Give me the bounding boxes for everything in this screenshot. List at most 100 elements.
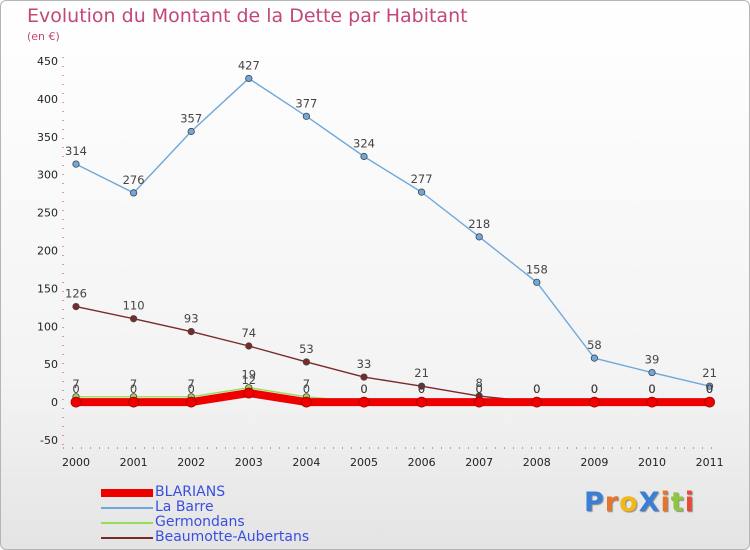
series-line xyxy=(75,77,710,387)
data-label: 0 xyxy=(591,382,598,396)
data-label: 0 xyxy=(303,382,310,396)
y-tick-label: 200 xyxy=(37,245,58,258)
data-point xyxy=(72,160,80,168)
data-label: 21 xyxy=(702,366,717,380)
data-point xyxy=(302,358,310,366)
data-point xyxy=(533,278,541,286)
data-point xyxy=(473,396,485,408)
x-tick-label: 2006 xyxy=(408,456,436,469)
y-tick-label: 50 xyxy=(44,358,58,371)
data-label: 0 xyxy=(72,382,79,396)
data-label: 126 xyxy=(65,287,87,301)
y-tick-label: 450 xyxy=(37,55,58,68)
data-label: 276 xyxy=(123,173,145,187)
legend-swatch xyxy=(101,507,153,509)
data-label: 0 xyxy=(360,382,367,396)
data-label: 0 xyxy=(648,382,655,396)
data-label: 0 xyxy=(591,382,598,396)
data-label: 53 xyxy=(299,342,314,356)
data-point xyxy=(475,233,483,241)
data-label: 0 xyxy=(418,382,425,396)
x-tick-label: 2011 xyxy=(696,456,724,469)
data-point xyxy=(187,127,195,136)
data-label: 0 xyxy=(648,382,655,396)
chart-subtitle: (en €) xyxy=(27,30,60,43)
legend-label: Germondans xyxy=(155,514,245,530)
y-tick-label: 300 xyxy=(37,169,58,182)
data-point xyxy=(128,396,140,408)
x-tick-label: 2001 xyxy=(120,456,148,469)
data-point xyxy=(646,396,658,408)
data-label: 74 xyxy=(241,326,256,340)
x-tick-label: 2000 xyxy=(62,456,90,469)
chart-title: Evolution du Montant de la Dette par Hab… xyxy=(27,5,468,27)
y-tick-label: 100 xyxy=(37,320,58,333)
data-label: 8 xyxy=(476,376,483,390)
x-tick-label: 2008 xyxy=(523,456,551,469)
data-label: 0 xyxy=(591,382,598,396)
data-point xyxy=(705,382,714,390)
legend-label: La Barre xyxy=(155,499,214,515)
data-point xyxy=(360,152,368,161)
series-layer xyxy=(70,74,715,408)
legend-swatch xyxy=(101,537,153,539)
data-point xyxy=(187,328,195,336)
data-label: 58 xyxy=(587,338,602,352)
data-label: 7 xyxy=(303,377,310,391)
series-beaumotte-aubertans xyxy=(72,302,714,406)
data-point xyxy=(245,342,253,350)
series-line xyxy=(75,305,710,403)
data-point xyxy=(358,396,370,408)
data-label: 93 xyxy=(184,312,199,326)
y-tick-label: 350 xyxy=(37,131,58,144)
data-point xyxy=(72,302,80,311)
data-label: 0 xyxy=(533,382,540,396)
data-label: 12 xyxy=(241,373,256,387)
data-point xyxy=(70,396,82,408)
data-label: 7 xyxy=(72,377,79,391)
series-blarians xyxy=(70,387,715,408)
data-label: 0 xyxy=(648,382,655,396)
data-point xyxy=(704,396,715,408)
legend-swatch xyxy=(101,522,153,524)
data-label: 7 xyxy=(188,377,195,391)
legend-label: Beaumotte-Aubertans xyxy=(155,529,310,545)
data-label: 110 xyxy=(123,299,145,313)
data-label: 7 xyxy=(130,377,137,391)
data-point xyxy=(589,396,600,408)
x-tick-label: 2003 xyxy=(235,456,263,469)
data-label: 0 xyxy=(476,382,483,396)
data-label: 0 xyxy=(476,382,483,396)
x-tick-label: 2010 xyxy=(638,456,666,469)
data-label: 0 xyxy=(130,382,137,396)
y-tick-label: 150 xyxy=(37,282,58,295)
data-label: 324 xyxy=(353,137,375,151)
x-tick-label: 2004 xyxy=(292,456,320,469)
data-point xyxy=(243,387,255,399)
x-tick-label: 2002 xyxy=(177,456,205,469)
data-label: 0 xyxy=(418,382,425,396)
data-label: 0 xyxy=(188,382,195,396)
data-point xyxy=(590,354,599,362)
brand-logo: ProXiti xyxy=(584,487,695,518)
data-point xyxy=(417,188,426,196)
data-label: 427 xyxy=(238,58,260,72)
x-tick-label: 2005 xyxy=(350,456,378,469)
series-line xyxy=(76,389,710,407)
data-point xyxy=(185,396,197,408)
data-label: 0 xyxy=(533,382,540,396)
data-point xyxy=(648,368,656,377)
chart-axes: 450 400 350 300 250 200 150 100 50 0 -50 2000 2001 20… xyxy=(37,55,724,469)
data-label: 39 xyxy=(645,353,660,367)
data-label: 21 xyxy=(414,366,429,380)
y-tick-label: 400 xyxy=(37,93,58,106)
data-label: 314 xyxy=(65,144,87,158)
data-point xyxy=(130,189,138,197)
data-point xyxy=(360,373,368,381)
data-label: 277 xyxy=(411,172,433,186)
data-label: 0 xyxy=(706,382,713,396)
legend-label: BLARIANS xyxy=(155,484,226,500)
data-point xyxy=(302,112,310,120)
